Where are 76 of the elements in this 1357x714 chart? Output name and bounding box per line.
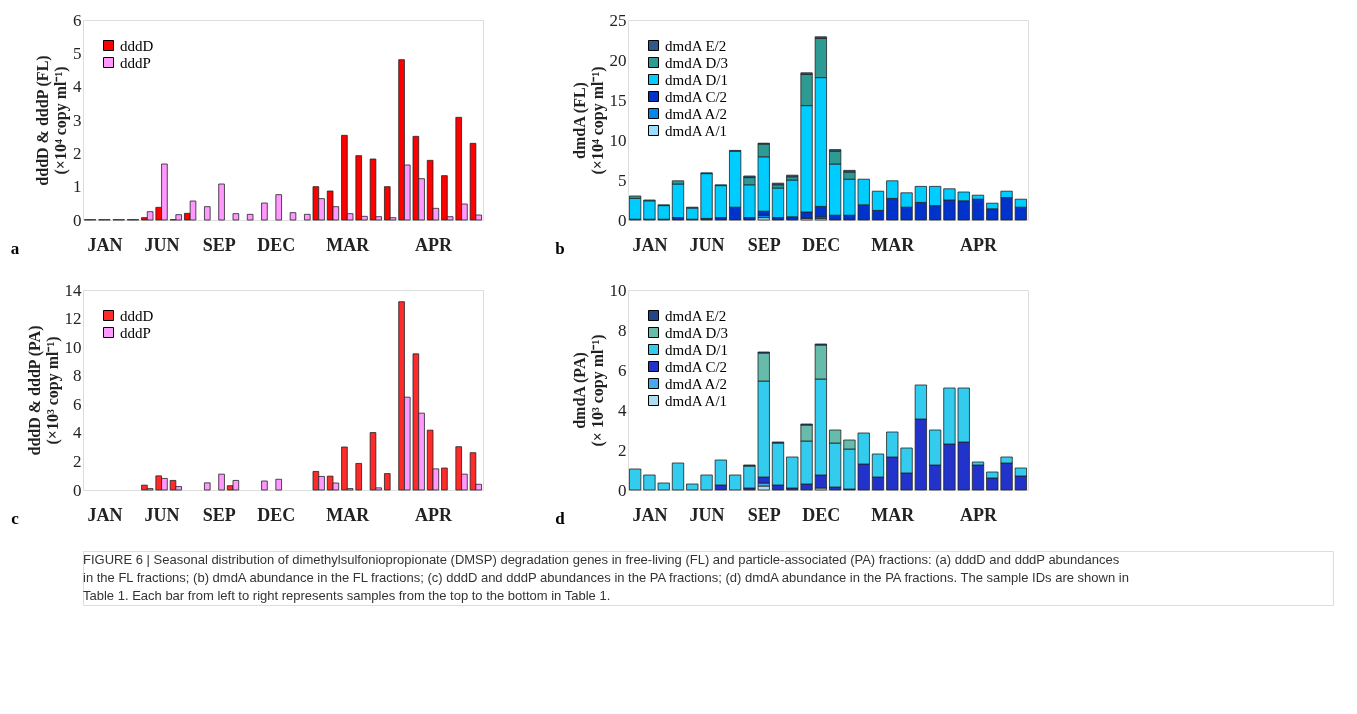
y-tick-label: 15 bbox=[609, 90, 627, 110]
legend-label: dmdA C/2 bbox=[665, 88, 728, 105]
x-tick-label: JUN bbox=[689, 504, 725, 525]
y-tick-label: 10 bbox=[609, 130, 627, 150]
legend-label: dmdA A/1 bbox=[665, 392, 728, 409]
y-tick-label: 6 bbox=[618, 360, 627, 380]
y-tick-label: 1 bbox=[73, 177, 82, 197]
y-tick-label: 10 bbox=[64, 337, 82, 357]
x-tick-label: JAN bbox=[87, 504, 123, 525]
y-tick-label: 0 bbox=[618, 210, 627, 230]
y-tick-label: 8 bbox=[73, 366, 82, 386]
y-tick-label: 5 bbox=[73, 43, 82, 63]
y-tick-label: 4 bbox=[73, 77, 82, 97]
caption: FIGURE 6 | Seasonal distribution of dimethylsulfoniopropionate (DMSP) degradation genes in free-living (FL) and particle-associated (PA) fractions: (a) dddD and dddP abundances in the FL fractions; (b) dmdA abundance in the FL fractions; (c) dddD and dddP abundances in the PA fractions; (d) dmdA abundance in the PA fractions. The sample IDs are shown in Table 1. Each bar from left to right represents samples from the top to the bottom in Table 1. bbox=[83, 552, 1129, 603]
legend-label: dmdA D/1 bbox=[665, 71, 728, 88]
y-tick-label: 25 bbox=[609, 10, 627, 30]
text: c bbox=[11, 509, 20, 528]
y-tick-label: 4 bbox=[618, 400, 627, 420]
x-tick-label: DEC bbox=[802, 234, 841, 255]
legend-label: dmdA D/1 bbox=[665, 341, 728, 358]
x-tick-label: DEC bbox=[802, 504, 841, 525]
legend-label: dmdA A/2 bbox=[665, 375, 728, 392]
legend-label: dddD bbox=[120, 37, 154, 54]
y-tick-label: 0 bbox=[73, 210, 82, 230]
x-tick-label: SEP bbox=[202, 234, 236, 255]
x-tick-label: JUN bbox=[689, 234, 725, 255]
x-tick-label: JAN bbox=[632, 504, 668, 525]
x-tick-label: SEP bbox=[747, 234, 781, 255]
x-tick-label: JAN bbox=[87, 234, 123, 255]
legend-label: dddP bbox=[120, 324, 151, 341]
legend-label: dmdA A/1 bbox=[665, 122, 728, 139]
y-tick-label: 0 bbox=[618, 480, 627, 500]
y-tick-label: 4 bbox=[73, 423, 82, 443]
y-tick-label: 0 bbox=[73, 480, 82, 500]
text: b bbox=[555, 239, 565, 258]
y-tick-label: 6 bbox=[73, 10, 82, 30]
x-tick-label: MAR bbox=[871, 234, 916, 255]
y-tick-label: 2 bbox=[73, 143, 82, 163]
x-tick-label: APR bbox=[415, 234, 453, 255]
legend-label: dmdA D/3 bbox=[665, 324, 728, 341]
legend-label: dmdA D/3 bbox=[665, 54, 728, 71]
legend-label: dmdA E/2 bbox=[665, 37, 727, 54]
x-tick-label: JUN bbox=[144, 234, 180, 255]
x-tick-label: DEC bbox=[257, 504, 296, 525]
y-tick-label: 8 bbox=[618, 320, 627, 340]
y-tick-label: 6 bbox=[73, 394, 82, 414]
text: d bbox=[555, 509, 566, 528]
x-tick-label: MAR bbox=[326, 234, 371, 255]
y-tick-label: 12 bbox=[64, 309, 82, 329]
x-tick-label: JUN bbox=[144, 504, 180, 525]
y-tick-label: 14 bbox=[64, 280, 82, 300]
y-axis-title: dddD & dddP (FL) (×10⁴ copy ml⁻¹) bbox=[34, 55, 70, 186]
y-tick-label: 2 bbox=[73, 451, 82, 471]
y-tick-label: 5 bbox=[618, 170, 627, 190]
y-axis-title: dddD & dddP (PA) (×10³ copy ml⁻¹) bbox=[25, 325, 62, 456]
y-tick-label: 10 bbox=[609, 280, 627, 300]
x-tick-label: DEC bbox=[257, 234, 296, 255]
y-axis-title: dmdA (PA) (× 10³ copy ml⁻¹) bbox=[570, 334, 607, 447]
y-tick-label: 2 bbox=[618, 440, 627, 460]
legend-label: dddP bbox=[120, 54, 151, 71]
x-tick-label: JAN bbox=[632, 234, 668, 255]
y-tick-label: 20 bbox=[609, 50, 627, 70]
y-axis-title: dmdA (FL) (×10⁴ copy ml⁻¹) bbox=[570, 66, 607, 175]
text: a bbox=[10, 239, 20, 258]
x-tick-label: MAR bbox=[326, 504, 371, 525]
y-tick-label: 3 bbox=[73, 110, 82, 130]
x-tick-label: SEP bbox=[202, 504, 236, 525]
legend-label: dmdA E/2 bbox=[665, 307, 727, 324]
x-tick-label: APR bbox=[960, 504, 998, 525]
x-tick-label: APR bbox=[415, 504, 453, 525]
x-tick-label: APR bbox=[960, 234, 998, 255]
legend-label: dmdA A/2 bbox=[665, 105, 728, 122]
legend-label: dddD bbox=[120, 307, 154, 324]
x-tick-label: MAR bbox=[871, 504, 916, 525]
legend-label: dmdA C/2 bbox=[665, 358, 728, 375]
x-tick-label: SEP bbox=[747, 504, 781, 525]
